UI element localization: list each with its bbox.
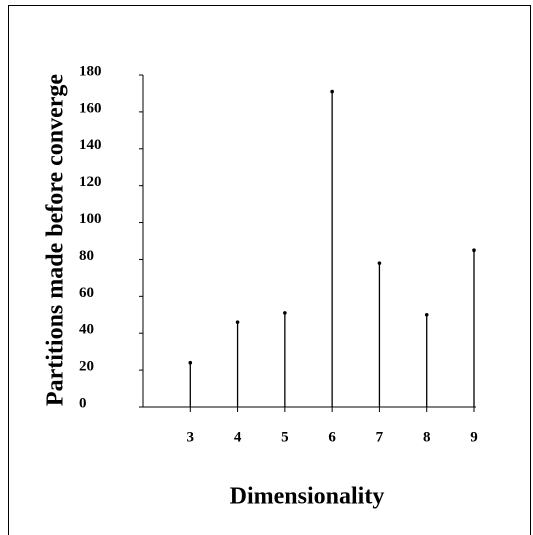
- stem-marker: [235, 320, 240, 324]
- y-tick-label: 100: [79, 211, 102, 227]
- stem-marker: [424, 312, 429, 317]
- y-tick-label: 140: [79, 137, 102, 153]
- x-axis-label: Dimensionality: [230, 484, 385, 510]
- stem-marker: [188, 360, 193, 365]
- y-tick-label: 180: [79, 63, 102, 79]
- y-tick-label: 40: [79, 322, 94, 338]
- y-tick-label: 80: [79, 248, 94, 264]
- y-tick-label: 20: [79, 359, 94, 375]
- y-tick-label: 60: [79, 285, 94, 301]
- stem-marker: [377, 261, 382, 265]
- y-tick-label: 120: [79, 174, 102, 190]
- x-tick-label: 4: [234, 429, 242, 445]
- x-tick-label: 7: [376, 429, 384, 445]
- x-tick-label: 6: [328, 429, 336, 445]
- y-tick-label: 160: [79, 100, 102, 116]
- stem-marker: [472, 248, 476, 253]
- x-tick-label: 3: [187, 429, 195, 445]
- frame: [8, 5, 531, 535]
- y-axis-label: Partitions made before converge: [43, 74, 69, 406]
- x-tick-label: 8: [423, 429, 431, 445]
- y-tick-label: 0: [79, 395, 87, 411]
- stem-marker: [283, 311, 287, 315]
- x-tick-label: 9: [470, 429, 478, 445]
- x-tick-label: 5: [281, 429, 289, 445]
- stem-marker: [330, 89, 334, 94]
